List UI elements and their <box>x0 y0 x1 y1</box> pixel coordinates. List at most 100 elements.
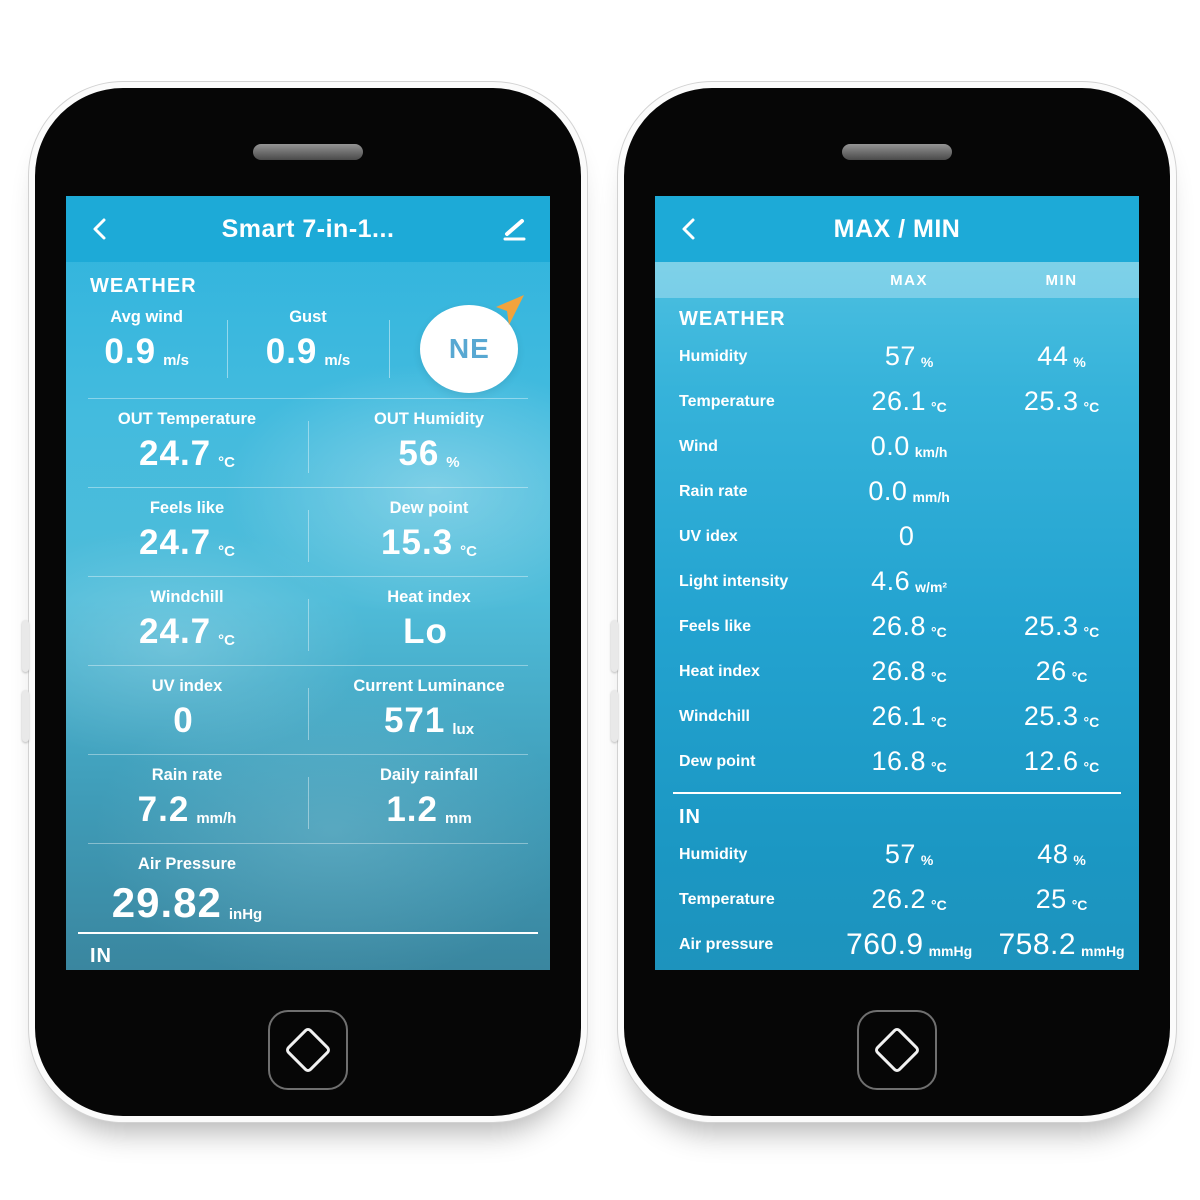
rain-rate-cell: Rain rate 7.2 mm/h <box>66 755 308 843</box>
cell-value: 24.7 <box>139 523 212 562</box>
min-unit: °C <box>1083 399 1100 415</box>
cell-label: Daily rainfall <box>379 766 479 784</box>
max-unit: °C <box>931 714 947 730</box>
cell-label: UV index <box>151 677 223 695</box>
min-column-header: MIN <box>1045 271 1078 289</box>
cell-label: OUT Humidity <box>374 410 484 428</box>
row-label: Heat index <box>679 662 760 680</box>
daily-rainfall-cell: Daily rainfall 1.2 mm <box>308 755 550 843</box>
weather-section-label: WEATHER <box>90 275 197 297</box>
max-value: 26.8 <box>871 656 927 686</box>
diamond-icon <box>872 1025 922 1075</box>
avg-wind-cell: Avg wind 0.9 m/s <box>66 304 227 398</box>
cell-unit: °C <box>218 543 235 560</box>
cell-value: 1.2 <box>386 790 438 829</box>
cell-label: Feels like <box>149 499 225 517</box>
max-value: 26.2 <box>871 884 927 914</box>
wind-direction-value: NE <box>448 333 490 365</box>
table-row-temperature: Temperature 26.1 °C 25.3 °C <box>655 379 1139 424</box>
table-row-feels-like: Feels like 26.8 °C 25.3 °C <box>655 604 1139 649</box>
max-value: 26.1 <box>871 386 927 416</box>
min-value: 26 <box>1035 656 1067 686</box>
cell-value: 56 <box>398 434 440 473</box>
cell-value: 15.3 <box>381 523 454 562</box>
cell-value: 24.7 <box>139 612 212 651</box>
min-unit: °C <box>1071 669 1088 685</box>
volume-down-button[interactable] <box>611 690 618 742</box>
table-row-humidity: Humidity 57% 44% <box>655 334 1139 379</box>
max-unit: °C <box>931 399 947 415</box>
table-row-light-intensity: Light intensity 4.6 w/m² <box>655 559 1139 604</box>
grid-row: Rain rate 7.2 mm/h Daily rainfall 1.2 mm <box>66 755 550 843</box>
table-row-in-temperature: Temperature 26.2 °C 25 °C <box>655 877 1139 922</box>
cell-value: Lo <box>403 612 448 651</box>
table-row-in-humidity: Humidity 57% 48% <box>655 832 1139 877</box>
min-value: 44 <box>1037 341 1069 371</box>
home-button[interactable] <box>857 1010 937 1090</box>
table-row-rain-rate: Rain rate 0.0 mm/h <box>655 469 1139 514</box>
uv-index-cell: UV index 0 <box>66 666 308 754</box>
cell-value: 29.82 <box>111 879 222 926</box>
min-value: 758.2 <box>998 927 1077 961</box>
grid-row: Feels like 24.7 °C Dew point 15.3 °C <box>66 488 550 576</box>
edit-icon[interactable] <box>500 215 528 243</box>
feels-like-cell: Feels like 24.7 °C <box>66 488 308 576</box>
min-unit: °C <box>1083 759 1100 775</box>
table-row-heat-index: Heat index 26.8 °C 26 °C <box>655 649 1139 694</box>
max-unit: mm/h <box>912 489 950 505</box>
cell-unit: % <box>446 454 460 471</box>
wind-direction-compass: NE <box>420 295 525 394</box>
max-min-screen: MAX / MIN MAX MIN WEATHER Humidity 57% 4… <box>655 196 1139 970</box>
app-header: Smart 7-in-1... <box>66 196 550 262</box>
max-unit: mmHg <box>928 942 973 959</box>
table-row-wind: Wind 0.0 km/h <box>655 424 1139 469</box>
in-section-label: IN <box>90 945 112 967</box>
dew-point-cell: Dew point 15.3 °C <box>308 488 550 576</box>
max-value: 4.6 <box>871 566 911 596</box>
volume-up-button[interactable] <box>22 620 29 672</box>
cell-label: Air Pressure <box>137 855 237 873</box>
section-divider <box>78 932 538 934</box>
max-unit: w/m² <box>915 579 948 595</box>
gust-value: 0.9 <box>265 332 318 371</box>
min-unit: % <box>1073 354 1086 370</box>
row-label: Feels like <box>679 617 752 635</box>
cell-unit: °C <box>218 632 235 649</box>
row-divider <box>88 665 528 666</box>
app-header: MAX / MIN <box>655 196 1139 262</box>
cell-label: Current Luminance <box>353 677 505 695</box>
cell-unit: mm/h <box>196 810 237 827</box>
row-label: Air pressure <box>679 935 774 953</box>
page-title: MAX / MIN <box>833 214 961 243</box>
table-row-in-air-pressure: Air pressure 760.9 mmHg 758.2 mmHg <box>655 922 1139 967</box>
min-value: 25.3 <box>1023 386 1079 416</box>
table-row-windchill: Windchill 26.1 °C 25.3 °C <box>655 694 1139 739</box>
wind-direction-arrow-icon <box>496 295 525 326</box>
back-icon[interactable] <box>88 216 114 242</box>
max-unit: °C <box>931 624 947 640</box>
wind-row: Avg wind 0.9 m/s Gust 0.9 m/s NE <box>66 295 550 398</box>
volume-up-button[interactable] <box>611 620 618 672</box>
max-column-header: MAX <box>890 271 929 289</box>
min-unit: °C <box>1083 624 1100 640</box>
back-icon[interactable] <box>677 216 703 242</box>
empty-cell <box>308 844 550 930</box>
max-value: 0 <box>898 521 915 551</box>
volume-down-button[interactable] <box>22 690 29 742</box>
cell-value: 571 <box>383 701 446 740</box>
row-label: Light intensity <box>679 572 789 590</box>
max-value: 57 <box>884 341 916 371</box>
max-unit: km/h <box>914 444 948 460</box>
cell-label: Windchill <box>150 588 224 606</box>
cell-unit: lux <box>452 721 475 738</box>
in-section-label: IN <box>679 806 701 828</box>
cell-value: 24.7 <box>139 434 212 473</box>
out-humidity-cell: OUT Humidity 56% <box>308 399 550 487</box>
row-label: Humidity <box>679 845 748 863</box>
max-value: 16.8 <box>871 746 927 776</box>
home-button[interactable] <box>268 1010 348 1090</box>
air-pressure-row: Air Pressure 29.82 inHg <box>66 844 550 930</box>
max-unit: % <box>920 354 934 370</box>
speaker-grille <box>253 144 363 160</box>
air-pressure-cell: Air Pressure 29.82 inHg <box>66 844 308 930</box>
